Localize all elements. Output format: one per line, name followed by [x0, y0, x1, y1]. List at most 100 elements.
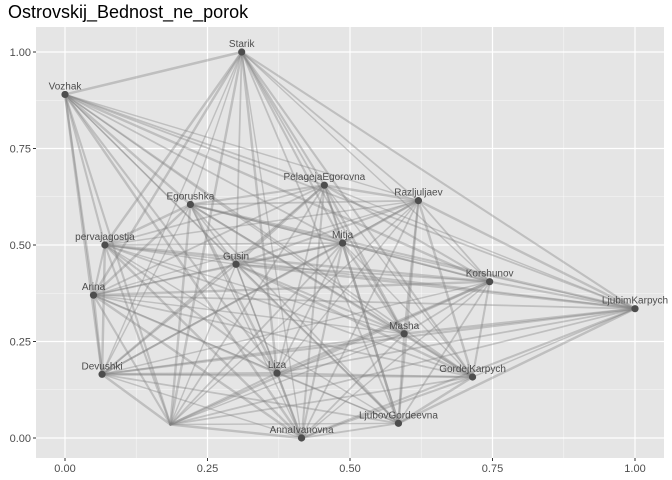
network-edge	[275, 371, 303, 440]
network-edges	[63, 50, 637, 440]
network-edge	[300, 184, 326, 440]
network-edge	[101, 373, 400, 425]
network-node	[101, 241, 109, 249]
node-label: Devushki	[81, 361, 122, 372]
network-edge	[64, 93, 474, 378]
network-edge	[240, 51, 400, 425]
network-edge	[169, 307, 636, 426]
network-edge	[101, 307, 637, 376]
y-tick-label: 0.25	[10, 337, 31, 349]
network-node	[414, 197, 422, 205]
network-node	[468, 373, 477, 381]
network-edge	[169, 184, 326, 426]
network-edge	[101, 332, 406, 376]
network-edge	[92, 242, 344, 297]
network-edge	[189, 203, 406, 335]
node-label: GordejKarpych	[439, 364, 506, 375]
network-edge	[104, 184, 326, 246]
network-edge	[92, 294, 279, 375]
network-edge	[323, 183, 420, 202]
network-node	[394, 419, 403, 427]
network-edge	[92, 203, 192, 297]
network-edge	[101, 51, 243, 376]
node-label: PelagejaEgorovna	[283, 172, 365, 183]
network-edge	[417, 199, 637, 310]
network-edge	[100, 373, 172, 426]
node-label: Mitja	[332, 230, 354, 241]
node-label: Korshunov	[466, 269, 514, 280]
node-label: Vozhak	[49, 81, 83, 92]
network-edge	[240, 50, 344, 245]
y-tick-label: 1.00	[10, 47, 31, 59]
network-edge	[300, 332, 406, 439]
network-edge	[63, 50, 243, 96]
network-edge	[235, 263, 491, 283]
network-edge	[92, 294, 400, 425]
major-gridlines	[36, 27, 664, 458]
network-edge	[300, 422, 400, 439]
network-edge	[323, 183, 400, 425]
network-edge	[323, 184, 474, 378]
network-edge	[169, 376, 474, 426]
x-tick-label: 1.00	[624, 463, 645, 475]
network-edge	[63, 93, 95, 297]
network-edge	[300, 307, 637, 440]
network-edge	[240, 51, 303, 439]
network-edge	[101, 199, 420, 376]
chart-title: Ostrovskij_Bednost_ne_porok	[8, 2, 249, 22]
x-tick-label: 0.00	[54, 463, 75, 475]
network-node	[232, 260, 240, 268]
node-label: Masha	[389, 321, 419, 332]
network-node	[238, 48, 246, 56]
network-edge	[63, 93, 104, 376]
network-edge	[341, 242, 474, 378]
network-edge	[189, 203, 637, 310]
network-edge	[104, 244, 474, 378]
network-edge	[103, 50, 243, 247]
network-edge	[63, 93, 106, 247]
network-edge	[234, 199, 420, 266]
y-tick-label: 0.00	[10, 433, 31, 445]
network-edge	[240, 51, 406, 335]
network-edge	[276, 242, 344, 375]
network-edge	[169, 50, 243, 426]
network-edge	[341, 242, 491, 283]
network-edge	[169, 333, 405, 426]
network-edge	[92, 294, 636, 310]
network-edge	[189, 203, 474, 379]
network-edge	[92, 280, 491, 297]
network-edge	[300, 280, 491, 439]
network-edge	[104, 199, 420, 246]
network-edge	[189, 203, 303, 439]
network-edge	[276, 372, 474, 378]
network-edge	[240, 50, 474, 379]
network-edge	[397, 307, 637, 425]
network-edge	[103, 243, 491, 283]
network-edge	[100, 243, 107, 376]
network-edge	[92, 294, 405, 335]
network-edge	[101, 373, 303, 439]
network-edge	[189, 199, 420, 206]
network-edge	[341, 241, 400, 425]
network-edge	[402, 307, 637, 336]
x-tick-label: 0.50	[339, 463, 360, 475]
x-tick-label: 0.75	[482, 463, 503, 475]
network-node	[273, 369, 281, 377]
network-edge	[104, 244, 636, 310]
network-edge	[64, 93, 636, 310]
network-edge	[103, 243, 303, 440]
network-edge	[64, 93, 420, 202]
network-edge	[417, 199, 474, 379]
node-labels: Starik Vozhak PelagejaEgorovna Razljuljaev E…	[49, 39, 668, 436]
node-label: Razljuljaev	[394, 188, 442, 199]
network-edge	[101, 203, 192, 376]
network-node	[631, 305, 639, 313]
network-edge	[189, 184, 326, 206]
network-edge	[417, 199, 491, 283]
node-label: LjubimKarpych	[602, 296, 668, 307]
network-edge	[169, 199, 420, 426]
network-edge	[189, 203, 237, 266]
network-edge	[276, 333, 405, 374]
network-edge	[92, 263, 237, 296]
